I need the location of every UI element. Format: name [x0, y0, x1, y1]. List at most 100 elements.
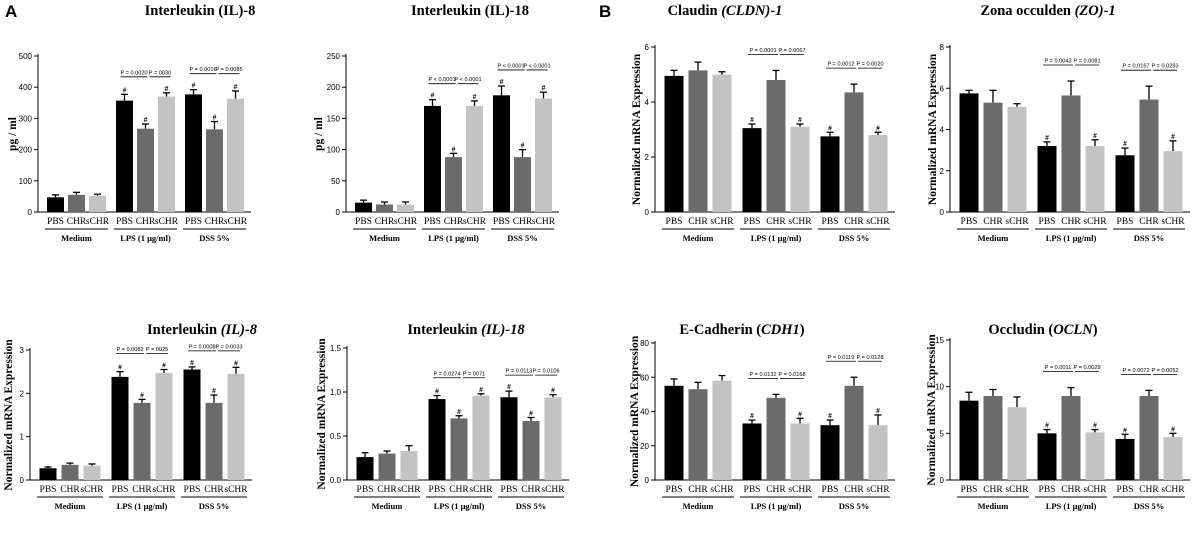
title-part: (ZO): [1075, 3, 1104, 19]
y-tick-label: 100: [327, 146, 341, 155]
bar-pbs: [500, 397, 518, 480]
y-axis-label: Normalized mRNA Expression: [926, 334, 938, 486]
bar-pbs: [742, 128, 762, 212]
bar-pbs: [493, 95, 510, 212]
group-label: LPS (1 μg/ml): [428, 233, 479, 243]
title-part: Interleukin: [407, 322, 481, 338]
bar-pbs: [742, 423, 762, 480]
category-label: PBS: [1117, 217, 1134, 227]
y-tick-label: 150: [327, 114, 341, 123]
title-part: (IL)-18: [481, 322, 525, 338]
chart-title: Interleukin (IL)-18: [411, 3, 529, 19]
p-value-label: P = 0.0043: [1044, 59, 1071, 65]
category-label: PBS: [744, 217, 761, 227]
bar-schr: [790, 423, 810, 480]
bar-chr: [983, 396, 1003, 480]
bar-schr: [466, 105, 483, 212]
y-tick-label: 5: [940, 429, 945, 438]
category-label: sCHR: [532, 217, 556, 227]
significance-mark: #: [798, 409, 802, 418]
p-value-label: P = 0.0016: [189, 67, 216, 73]
group-label: DSS 5%: [507, 233, 537, 243]
p-value-label: P = 0025: [146, 347, 168, 353]
group-label: Medium: [978, 233, 1009, 243]
y-tick-label: 80: [640, 339, 649, 348]
significance-mark: #: [876, 406, 880, 415]
group-label: DSS 5%: [516, 501, 546, 511]
category-label: CHR: [983, 217, 1003, 227]
significance-mark: #: [1123, 425, 1127, 434]
bar-schr: [790, 126, 810, 212]
category-label: CHR: [205, 217, 225, 227]
panel-label-b: B: [599, 2, 611, 21]
category-label: CHR: [1061, 485, 1081, 495]
category-label: CHR: [983, 485, 1003, 495]
bar-chr: [445, 157, 462, 212]
category-label: PBS: [112, 485, 129, 495]
chart-8: Occludin (OCLN) Normalized mRNA Expressio…: [926, 322, 1190, 511]
p-value-label: P < 0.0001: [428, 77, 455, 83]
y-axis-label: pg / ml: [313, 117, 325, 151]
chart-title: Interleukin (IL)-8: [147, 322, 258, 338]
bar-chr: [688, 389, 708, 480]
p-value-label: P = 0.0020: [856, 62, 883, 68]
bar-pbs: [1037, 433, 1057, 480]
chart-7: E-Cadherin (CDH1) Normalized mRNA Express…: [629, 322, 895, 511]
bar-pbs: [183, 369, 201, 480]
category-label: CHR: [60, 485, 80, 495]
category-label: sCHR: [866, 485, 890, 495]
category-label: CHR: [521, 485, 541, 495]
category-label: CHR: [766, 485, 786, 495]
p-value-label: P = 0.0167: [1122, 64, 1149, 70]
p-value-label: P = 0.0081: [1073, 59, 1100, 65]
bar-pbs: [1115, 155, 1135, 212]
p-value-label: P = 0.0001: [749, 48, 776, 54]
group-label: DSS 5%: [1134, 501, 1164, 511]
category-label: PBS: [185, 217, 202, 227]
p-value-label: P = 0.0082: [116, 347, 143, 353]
p-value-label: P = 0.0033: [215, 344, 242, 350]
y-tick-label: 0: [20, 476, 25, 485]
significance-mark: #: [750, 115, 754, 124]
y-tick-label: 1.0: [330, 388, 342, 397]
significance-mark: #: [507, 382, 511, 391]
category-label: sCHR: [152, 485, 176, 495]
significance-mark: #: [500, 77, 504, 86]
category-label: sCHR: [788, 485, 812, 495]
bar-schr: [158, 96, 175, 212]
category-label: sCHR: [1161, 217, 1185, 227]
group-label: DSS 5%: [839, 233, 869, 243]
category-label: PBS: [961, 217, 978, 227]
bar-schr: [1085, 146, 1105, 212]
bar-pbs: [428, 399, 446, 480]
bar-pbs: [356, 457, 374, 480]
bar-chr: [1061, 396, 1081, 480]
p-value-label: P = 0.0011: [1045, 365, 1072, 371]
p-value-label: P < 0.0001: [454, 77, 481, 83]
title-part: 1: [1108, 3, 1115, 19]
category-label: sCHR: [397, 485, 421, 495]
bar-chr: [1139, 396, 1159, 480]
y-tick-label: 60: [640, 373, 649, 382]
bar-schr: [155, 372, 173, 480]
y-tick-label: 0: [336, 208, 341, 217]
bar-chr: [766, 397, 786, 480]
chart-5: Interleukin (IL)-8 Normalized mRNA Expres…: [3, 322, 258, 511]
title-part: ): [1093, 322, 1098, 338]
category-label: CHR: [1139, 485, 1159, 495]
significance-mark: #: [1093, 131, 1097, 140]
y-tick-label: 200: [19, 146, 33, 155]
significance-mark: #: [162, 361, 166, 370]
title-part: CDH1: [761, 322, 800, 338]
category-label: sCHR: [86, 217, 110, 227]
category-label: CHR: [766, 217, 786, 227]
bar-pbs: [116, 100, 133, 212]
significance-mark: #: [165, 84, 169, 93]
category-label: CHR: [688, 485, 708, 495]
category-label: PBS: [357, 485, 374, 495]
y-tick-label: 10: [935, 383, 944, 392]
category-label: CHR: [67, 217, 87, 227]
bar-pbs: [185, 94, 202, 212]
y-tick-label: 2: [20, 389, 25, 398]
bar-schr: [1085, 432, 1105, 480]
